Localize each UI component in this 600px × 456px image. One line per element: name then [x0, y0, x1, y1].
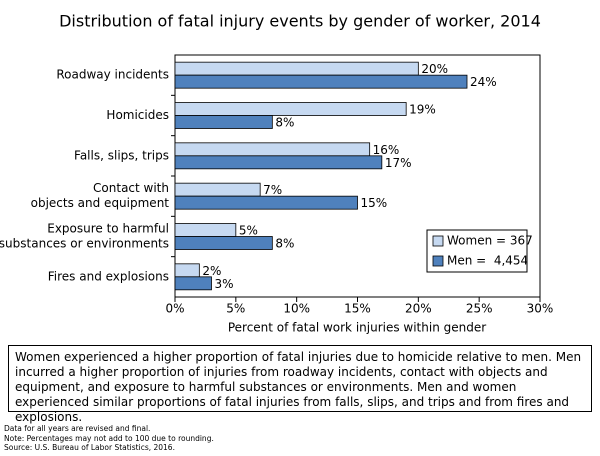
- legend-swatch: [432, 255, 444, 267]
- legend-label: Men = 4,454: [447, 254, 528, 268]
- value-label: 5%: [239, 224, 258, 238]
- bar: [174, 155, 383, 170]
- bar: [174, 182, 261, 197]
- x-tick-label: 0%: [165, 302, 184, 316]
- value-label: 8%: [275, 116, 294, 130]
- y-tick-label: Roadway incidents: [56, 68, 169, 82]
- note: Women experienced a higher proportion of…: [8, 345, 592, 424]
- value-label: 20%: [421, 62, 448, 76]
- value-label: 16%: [373, 143, 400, 157]
- x-tick-label: 5%: [226, 302, 245, 316]
- bar: [174, 223, 237, 237]
- bar: [174, 61, 419, 76]
- bar: [174, 276, 212, 291]
- footnote: Data for all years are revised and final…: [4, 424, 151, 433]
- bar: [174, 115, 273, 129]
- footnote: Note: Percentages may not add to 100 due…: [4, 433, 214, 443]
- y-tick-label: Falls, slips, trips: [74, 148, 169, 162]
- legend-label: Women = 367: [447, 234, 533, 248]
- bar: [174, 195, 358, 210]
- y-tick-label: substances or environments: [0, 237, 169, 251]
- x-axis-label: Percent of fatal work injuries within ge…: [228, 321, 486, 335]
- value-label: 7%: [263, 183, 282, 197]
- chart: Distribution of fatal injury events by g…: [0, 12, 554, 335]
- value-label: 8%: [275, 237, 294, 251]
- x-tick-label: 30%: [527, 302, 554, 316]
- x-tick-label: 20%: [405, 302, 432, 316]
- bar: [174, 236, 273, 250]
- value-label: 15%: [361, 196, 388, 210]
- y-tick-label: Fires and explosions: [48, 269, 169, 283]
- footnotes: Data for all years are revised and final…: [4, 424, 214, 453]
- legend-swatch: [432, 235, 444, 247]
- legend-box: [426, 229, 528, 273]
- y-tick-label: Homicides: [106, 108, 169, 122]
- bar: [174, 142, 371, 157]
- value-label: 19%: [409, 103, 436, 117]
- bar: [174, 263, 200, 278]
- chart-title: Distribution of fatal injury events by g…: [59, 12, 541, 31]
- y-tick-label: Exposure to harmful: [47, 222, 169, 236]
- value-label: 17%: [385, 156, 412, 170]
- value-label: 24%: [470, 75, 497, 89]
- y-tick-label: objects and equipment: [31, 196, 170, 210]
- value-label: 3%: [215, 277, 234, 291]
- x-tick-label: 15%: [344, 302, 371, 316]
- footnote: Source: U.S. Bureau of Labor Statistics,…: [4, 443, 175, 452]
- value-label: 2%: [202, 264, 221, 278]
- y-tick-label: Contact with: [93, 181, 169, 195]
- bar: [174, 74, 468, 89]
- bar: [174, 102, 407, 116]
- x-tick-label: 10%: [283, 302, 310, 316]
- x-tick-label: 25%: [466, 302, 493, 316]
